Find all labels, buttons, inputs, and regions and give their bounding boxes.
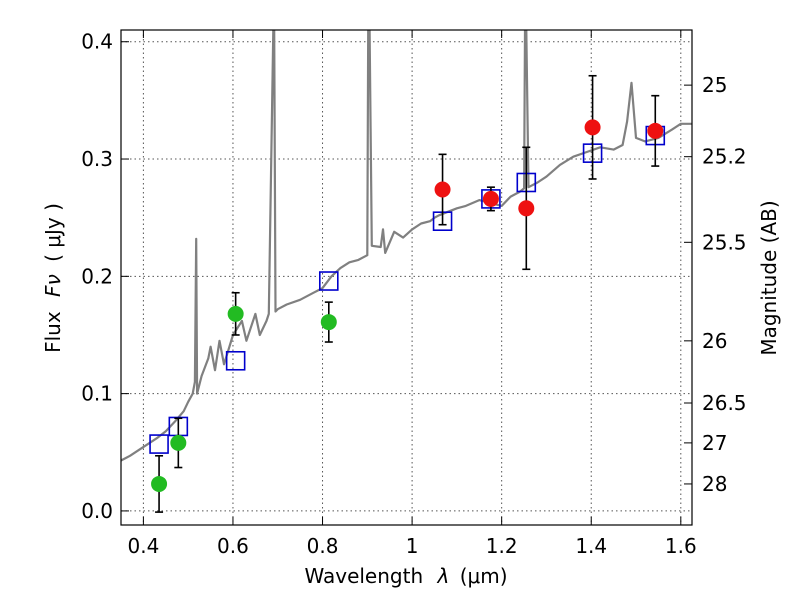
y-tick-label: 0.2 <box>81 264 113 288</box>
y-axis-label: Flux Fν ( μJy ) <box>41 203 65 353</box>
grid-lines <box>121 30 692 525</box>
y2-tick-label: 25 <box>702 73 727 97</box>
model-photometry-square <box>149 434 169 454</box>
x-tick-label: 1 <box>406 534 419 558</box>
observed-point <box>518 200 535 217</box>
observed-point <box>170 434 187 451</box>
model-photometry-square <box>318 271 339 291</box>
y2-tick-label: 27 <box>702 431 727 455</box>
y2-tick-label: 28 <box>702 472 727 496</box>
observed-point <box>584 119 601 136</box>
x-tick-label: 1.2 <box>486 534 518 558</box>
y-tick-label: 0.4 <box>81 30 113 54</box>
observed-point <box>482 190 499 207</box>
x-tick-label: 0.4 <box>127 534 159 558</box>
observed-points-layer <box>151 74 664 513</box>
observed-point <box>434 181 451 198</box>
observed-point <box>647 122 664 139</box>
y2-tick-label: 25.2 <box>702 145 747 169</box>
observed-point <box>227 305 244 322</box>
x-axis-label: Wavelength λ (μm) <box>304 564 507 588</box>
x-tick-label: 1.4 <box>575 534 607 558</box>
x-tick-label: 1.6 <box>665 534 697 558</box>
x-tick-label: 0.6 <box>217 534 249 558</box>
observed-point <box>151 475 168 492</box>
model-photometry-square <box>225 350 246 371</box>
x-tick-label: 0.8 <box>307 534 339 558</box>
y-tick-label: 0.0 <box>81 499 113 523</box>
y-tick-label: 0.1 <box>81 382 113 406</box>
axis-ticks: 0.4 0.6 0.8 1 1.2 1.4 1.6 0.0 0.1 0.2 0.3 0.4 25 25.2… <box>81 30 746 558</box>
y2-tick-label: 26 <box>702 329 727 353</box>
y-tick-label: 0.3 <box>81 147 113 171</box>
model-spectrum-line <box>121 30 692 462</box>
y2-tick-label: 25.5 <box>702 230 747 254</box>
observed-point <box>320 314 337 331</box>
plot-frame <box>120 29 693 526</box>
y2-axis-label: Magnitude (AB) <box>757 200 781 355</box>
model-spectrum-layer <box>121 30 692 462</box>
y2-tick-label: 26.5 <box>702 391 747 415</box>
